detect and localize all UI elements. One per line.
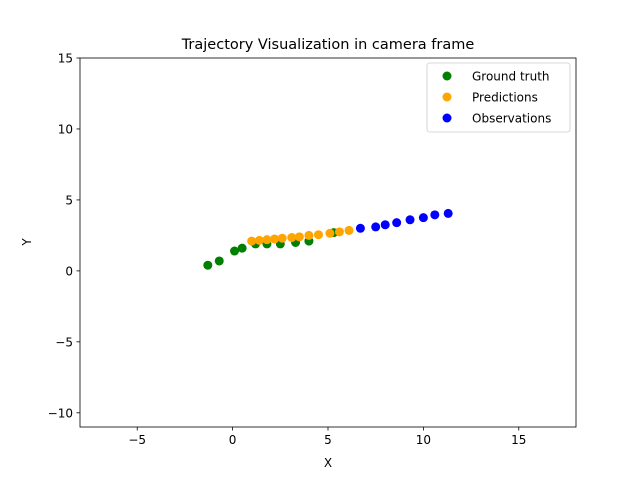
data-point-series-2 <box>392 218 402 228</box>
x-tick-label: −5 <box>128 433 146 447</box>
y-tick-label: 5 <box>65 193 73 207</box>
x-tick-label: 0 <box>229 433 237 447</box>
x-tick-label: 15 <box>511 433 526 447</box>
x-axis-label: X <box>324 456 332 470</box>
data-point-series-0 <box>237 243 247 253</box>
legend-marker <box>442 92 452 102</box>
data-point-series-1 <box>334 227 344 237</box>
data-point-series-1 <box>344 225 354 235</box>
data-point-series-2 <box>430 210 440 220</box>
legend-entry: Predictions <box>472 91 538 105</box>
data-point-series-2 <box>405 215 415 225</box>
data-point-series-2 <box>443 208 453 218</box>
data-point-series-0 <box>214 256 224 266</box>
data-point-series-1 <box>262 235 272 245</box>
y-tick-label: 15 <box>58 52 73 66</box>
chart-title: Trajectory Visualization in camera frame <box>181 37 475 53</box>
data-point-series-1 <box>270 234 280 244</box>
data-point-series-1 <box>294 232 304 242</box>
plot-area: −5 0 5 10 15 −10 −5 0 5 10 15 <box>48 52 577 447</box>
data-point-series-1 <box>325 228 335 238</box>
x-tick-label: 5 <box>324 433 332 447</box>
legend-entry: Ground truth <box>472 70 550 84</box>
legend-marker <box>442 71 452 81</box>
legend-marker <box>442 113 452 123</box>
y-axis-label: Y <box>20 238 34 247</box>
data-point-series-2 <box>355 223 365 233</box>
x-tick-label: 10 <box>416 433 431 447</box>
data-point-series-2 <box>380 220 390 230</box>
data-point-series-1 <box>277 233 287 243</box>
data-point-series-2 <box>418 213 428 223</box>
data-point-series-1 <box>254 235 264 245</box>
y-tick-label: 0 <box>65 264 73 278</box>
legend: Ground truth Predictions Observations <box>426 62 571 133</box>
data-point-series-1 <box>247 236 257 246</box>
y-tick-label: −5 <box>55 335 73 349</box>
data-point-series-0 <box>230 246 240 256</box>
data-point-series-2 <box>371 222 381 232</box>
y-tick-label: −10 <box>48 406 73 420</box>
data-point-series-1 <box>287 233 297 243</box>
y-tick-label: 10 <box>58 122 73 136</box>
data-point-series-0 <box>203 260 213 270</box>
data-point-series-1 <box>313 230 323 240</box>
data-point-series-1 <box>304 230 314 240</box>
legend-entry: Observations <box>472 112 551 126</box>
legend-box <box>426 62 571 133</box>
